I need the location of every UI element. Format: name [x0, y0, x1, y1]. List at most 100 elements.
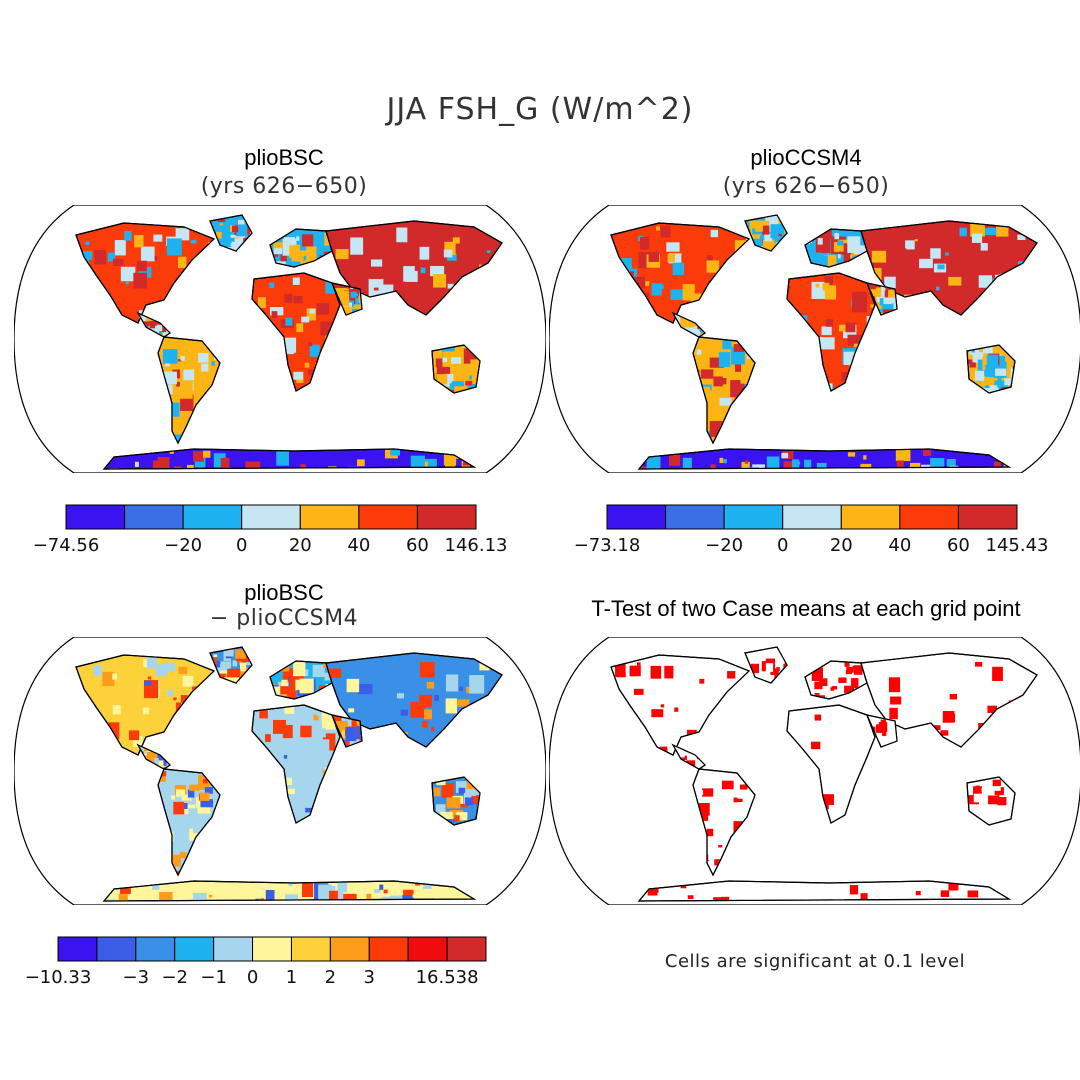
map-cell: [326, 687, 334, 696]
map-cell: [697, 321, 705, 330]
map-cell: [839, 324, 847, 332]
map-cell: [99, 735, 114, 755]
map-cell: [806, 245, 810, 251]
coastline: [325, 652, 503, 748]
map-cell: [446, 797, 461, 809]
map-cell: [814, 681, 823, 690]
map-cell: [163, 328, 170, 337]
map-cell: [296, 377, 304, 383]
map-cell: [882, 730, 890, 737]
map-cell: [262, 341, 267, 346]
map-cell: [249, 652, 252, 660]
map-cell: [257, 297, 266, 308]
map-cell: [849, 899, 860, 901]
panel-4-title: T-Test of two Case means at each grid po…: [591, 596, 1021, 621]
map-cell: [255, 775, 263, 785]
map-cell: [837, 253, 841, 259]
map-cell: [748, 250, 749, 258]
map-cell: [860, 893, 868, 900]
map-cell: [640, 237, 650, 250]
map-cell: [365, 312, 375, 315]
map-cell: [889, 707, 898, 720]
coastline: [75, 654, 216, 756]
map-cell: [183, 369, 195, 381]
coastline: [744, 646, 788, 684]
map-cell: [635, 292, 650, 311]
map-cell: [83, 250, 93, 260]
map-cell: [204, 787, 213, 794]
map-cell: [887, 745, 897, 747]
map-cell: [785, 228, 787, 244]
map-cell: [243, 237, 252, 249]
map-cell: [877, 305, 882, 310]
map-cell: [1008, 306, 1021, 315]
coastline: [692, 768, 756, 877]
map-cell: [169, 751, 170, 754]
map-cell: [915, 890, 921, 896]
colorbar-swatch: [290, 936, 331, 962]
map-cell: [465, 380, 473, 386]
map-cell: [660, 225, 671, 238]
map-cell: [358, 295, 362, 301]
map-cell: [110, 882, 115, 886]
map-cell: [174, 421, 185, 432]
map-cell: [748, 245, 755, 251]
map-cell: [304, 264, 316, 267]
map-cell: [291, 698, 299, 699]
map-cell: [933, 725, 941, 731]
map-cell: [499, 692, 502, 700]
map-cell: [112, 258, 124, 267]
map-cell: [896, 460, 904, 467]
map-cell: [325, 693, 332, 699]
map-cell: [747, 269, 749, 282]
coastline: [325, 220, 503, 316]
map-cell: [362, 225, 376, 240]
map-cell: [859, 819, 871, 823]
map-cell: [348, 290, 353, 295]
map-cell: [700, 369, 714, 379]
map-cell: [784, 236, 787, 241]
map-cell: [221, 248, 228, 251]
map-cell: [1014, 348, 1015, 357]
map-cell: [792, 459, 800, 468]
map-cell: [81, 754, 93, 755]
map-cell: [293, 295, 303, 304]
map-cell: [854, 245, 867, 255]
map-cell: [322, 265, 331, 267]
map-cell: [629, 665, 641, 677]
map-cell: [783, 247, 787, 251]
map-cell: [833, 242, 844, 252]
map-cell: [670, 289, 686, 301]
map-cell: [992, 779, 1001, 787]
map-cell: [987, 705, 998, 714]
map-cell: [158, 336, 162, 337]
colorbar-tick-label: 60: [947, 535, 970, 556]
map-cell: [991, 255, 1005, 270]
map-cell: [342, 306, 352, 315]
map-cell: [423, 458, 437, 469]
map-cell: [355, 297, 362, 306]
map-cell: [309, 344, 320, 357]
map-cell: [880, 719, 887, 724]
map-cell: [775, 679, 785, 683]
map-cell: [845, 822, 857, 823]
map-cell: [147, 676, 152, 680]
map-cell: [1016, 738, 1026, 746]
map-frame: [549, 205, 1080, 473]
map-cell: [176, 381, 183, 387]
map-cell: [295, 468, 308, 469]
panel-1-title: plioBSC: [244, 145, 324, 170]
map-cell: [350, 237, 364, 255]
map-cell: [660, 704, 665, 708]
colorbar-tick-label: 2: [325, 967, 336, 988]
map-cell: [250, 650, 252, 659]
map-cell: [422, 720, 428, 728]
map-cell: [143, 761, 151, 767]
map-cell: [289, 770, 299, 781]
map-cell: [878, 722, 888, 732]
colorbar-swatch: [407, 936, 448, 962]
map-cell: [973, 793, 984, 803]
panel-1-map: [14, 205, 546, 473]
map-cell: [211, 361, 215, 366]
coastline: [136, 743, 171, 770]
